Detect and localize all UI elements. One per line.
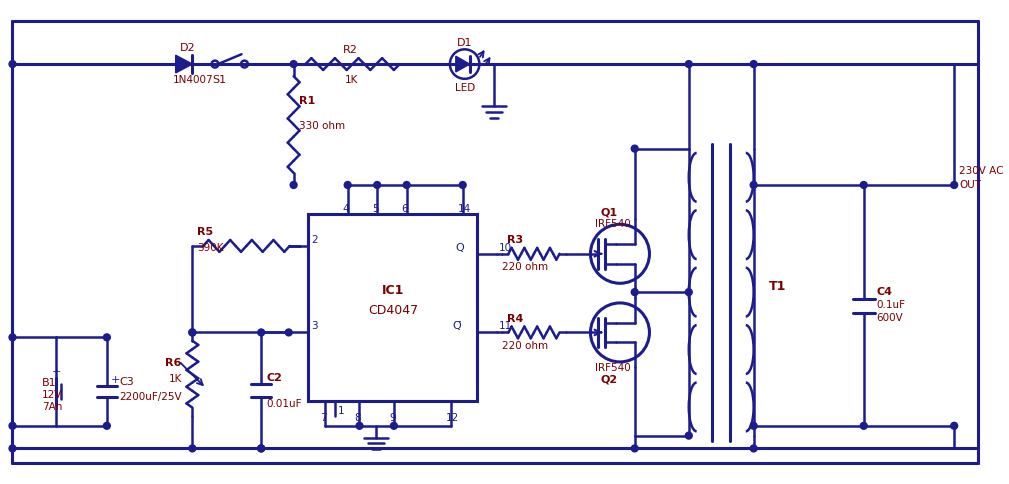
Circle shape [632,289,638,296]
Circle shape [950,182,958,189]
Text: S1: S1 [212,75,226,85]
Text: IC1: IC1 [381,284,404,296]
Circle shape [751,61,757,68]
Text: 330 ohm: 330 ohm [299,121,345,131]
Circle shape [9,334,16,341]
Text: 1: 1 [338,405,344,415]
Circle shape [751,423,757,429]
Text: IRF540: IRF540 [595,362,632,372]
Circle shape [257,445,264,452]
Text: 10: 10 [499,242,513,252]
Text: LED: LED [455,82,475,92]
Text: OUT: OUT [960,180,981,190]
Text: R1: R1 [299,96,315,106]
Text: 390K: 390K [198,242,224,252]
Circle shape [9,61,16,68]
Circle shape [861,182,867,189]
Text: 600V: 600V [877,312,903,322]
Circle shape [291,61,297,68]
Circle shape [632,445,638,452]
Circle shape [459,182,466,189]
Circle shape [286,329,293,336]
Text: 220 ohm: 220 ohm [502,340,548,350]
Text: 3: 3 [312,321,318,331]
Circle shape [189,329,196,336]
Text: 0.01uF: 0.01uF [266,398,302,408]
Circle shape [685,61,692,68]
Text: 7Ah: 7Ah [42,401,63,411]
Circle shape [9,445,16,452]
Text: Q1: Q1 [600,207,618,217]
Text: CD4047: CD4047 [368,303,418,316]
Circle shape [356,423,363,429]
Text: T1: T1 [769,280,786,292]
Text: R2: R2 [343,45,357,55]
Circle shape [861,423,867,429]
Circle shape [257,445,264,452]
Circle shape [189,329,196,336]
Circle shape [257,329,264,336]
Text: Q2: Q2 [600,374,618,384]
Text: Q: Q [456,242,464,252]
Text: 7: 7 [320,412,327,422]
Circle shape [751,445,757,452]
Text: 9: 9 [388,412,396,422]
Bar [309,215,477,401]
Text: R5: R5 [198,227,214,237]
Circle shape [103,423,110,429]
Text: 1N4007: 1N4007 [173,75,213,85]
Text: 5: 5 [372,203,379,213]
Text: IRF540: IRF540 [595,219,632,229]
Text: 11: 11 [499,321,513,331]
Text: +: + [51,366,62,376]
Text: 12V: 12V [42,390,63,399]
Text: R6: R6 [164,357,182,367]
Text: R4: R4 [507,313,524,323]
Text: D1: D1 [457,38,472,48]
Text: 6: 6 [402,203,409,213]
Circle shape [950,423,958,429]
Text: 0.1uF: 0.1uF [877,299,905,309]
Text: 230V AC: 230V AC [960,166,1004,176]
Text: B1: B1 [42,378,57,388]
Text: 2: 2 [312,234,318,244]
Text: D2: D2 [180,43,195,53]
Circle shape [390,423,398,429]
Text: C3: C3 [120,377,134,387]
Text: 220 ohm: 220 ohm [502,262,548,272]
Circle shape [291,182,297,189]
Circle shape [685,432,692,439]
Text: 12: 12 [446,412,459,422]
Text: C4: C4 [877,287,893,296]
Circle shape [751,182,757,189]
Text: Q̅: Q̅ [453,321,461,331]
Text: 2200uF/25V: 2200uF/25V [120,392,183,401]
Text: +: + [111,374,120,384]
Text: 4: 4 [343,203,349,213]
Text: C2: C2 [266,372,282,382]
Polygon shape [176,56,193,74]
Text: 1K: 1K [345,75,358,85]
Circle shape [632,146,638,153]
Text: 1K: 1K [169,373,183,383]
Circle shape [103,334,110,341]
Text: 14: 14 [458,203,471,213]
Circle shape [373,182,380,189]
Polygon shape [456,57,469,73]
Circle shape [344,182,351,189]
Text: 8: 8 [354,412,361,422]
Circle shape [685,289,692,296]
Circle shape [189,445,196,452]
Circle shape [404,182,410,189]
Circle shape [9,423,16,429]
Text: R3: R3 [507,234,523,244]
